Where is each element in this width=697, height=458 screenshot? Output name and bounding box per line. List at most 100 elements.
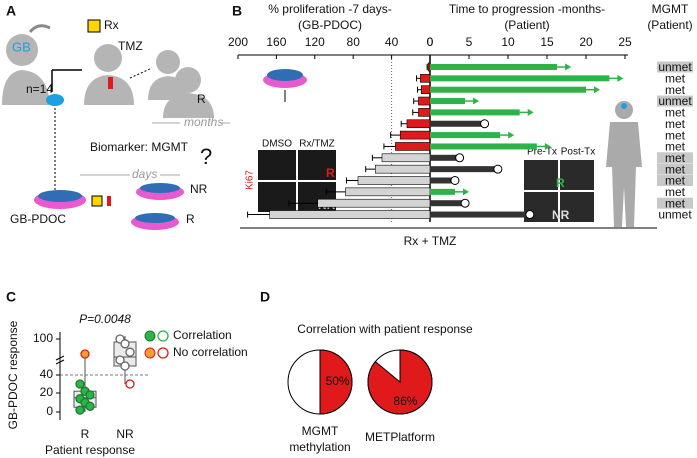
mgmt-highlight [657, 61, 693, 73]
head [6, 34, 38, 66]
y-tick-label: 20 [40, 385, 54, 399]
mgmt-highlight [657, 163, 693, 175]
micrograph [258, 182, 296, 212]
bar [317, 198, 431, 208]
x-tick-label: 0 [427, 35, 434, 49]
point [75, 379, 85, 389]
x-tick-label: 40 [385, 35, 399, 49]
organoid [38, 190, 82, 202]
tmz: TMZ [118, 39, 143, 53]
annotation: P=0.0048 [79, 312, 131, 326]
ongoing-arrow [527, 108, 534, 116]
right-title: Time to progression -months- [449, 2, 605, 16]
legend-swatch [144, 330, 156, 342]
legend-label: Correlation [173, 328, 232, 342]
progression-marker [493, 164, 503, 174]
mgmt-highlight [657, 152, 693, 164]
bar [420, 74, 431, 83]
inset-label: NR [552, 208, 570, 222]
radiation-icon [87, 19, 101, 33]
progression-marker [450, 176, 460, 185]
glove [28, 24, 51, 33]
bar [430, 143, 537, 150]
pie-title: METPlatform [365, 430, 435, 444]
bar [430, 154, 460, 161]
x-tick-label: 200 [228, 35, 248, 49]
x-label: Patient response [45, 443, 135, 457]
legend-swatch [157, 347, 169, 359]
axis-break [55, 355, 65, 361]
treatment: Rx + TMZ [404, 234, 457, 248]
ongoing-arrow [544, 142, 551, 150]
mgmt-label: unmet [658, 94, 692, 108]
head [175, 67, 201, 93]
point [115, 355, 125, 365]
mri [560, 160, 594, 190]
bar [269, 210, 431, 219]
pill [108, 77, 113, 89]
x-tick-label: 80 [347, 35, 361, 49]
y-tick-label: 100 [33, 331, 53, 345]
mri [560, 192, 594, 222]
months: months [184, 115, 223, 129]
body [84, 75, 134, 105]
ongoing-arrow [594, 86, 600, 94]
x-tick-label: R [81, 427, 90, 441]
person-body [606, 122, 642, 227]
bar [430, 120, 485, 127]
mgmt-label: unmet [658, 60, 692, 74]
left-subtitle: (GB-PDOC) [298, 18, 362, 32]
mgmt-label: met [665, 83, 686, 97]
panel-label: B [232, 3, 242, 19]
pie-slice [367, 349, 433, 415]
legend-label: No correlation [173, 345, 248, 359]
mgmt-subtitle: (Patient) [647, 18, 692, 32]
cohort: n=14 [26, 82, 53, 96]
bar [430, 98, 466, 105]
mgmt-label: met [665, 196, 686, 210]
bar [430, 200, 466, 207]
ongoing-arrow [473, 97, 480, 105]
bar [430, 177, 455, 184]
axis-break [55, 359, 65, 365]
pie-label: 50% [326, 374, 350, 388]
question: ? [200, 144, 212, 169]
organoid [140, 183, 180, 193]
pill [107, 196, 111, 206]
mgmt-highlight [657, 95, 693, 107]
inset-label: Post-Tx [561, 147, 595, 158]
head [94, 44, 122, 72]
bar [421, 85, 431, 94]
pie-title: MGMT [302, 424, 339, 438]
mgmt-label: met [665, 117, 686, 131]
panel-label: D [260, 289, 270, 305]
bar [430, 188, 455, 195]
arrow [129, 67, 153, 79]
mgmt-label: met [665, 128, 686, 142]
bar [430, 64, 558, 70]
point [75, 405, 85, 415]
inset-label: R [556, 176, 565, 190]
ongoing-arrow [617, 74, 624, 82]
person-head [615, 101, 633, 119]
bar [430, 166, 498, 173]
y-label: GB-PDOC response [6, 320, 20, 429]
progression-marker [525, 210, 535, 220]
radiation-icon [91, 195, 103, 207]
pie-slice [319, 349, 353, 415]
progression-marker [455, 153, 465, 163]
inset-label: Pre-Tx [527, 147, 557, 158]
mgmt-label: met [665, 162, 686, 176]
inset-label: DMSO [262, 139, 292, 150]
pie-title: methylation [289, 440, 350, 454]
y-tick-label: 40 [40, 367, 54, 381]
right-subtitle: (Patient) [504, 18, 549, 32]
mgmt-label: met [665, 72, 686, 86]
point [120, 339, 130, 349]
ongoing-arrow [462, 188, 469, 196]
bar [430, 211, 530, 218]
panel-d: D Correlation with patient response [260, 289, 473, 336]
ongoing-arrow [565, 63, 572, 71]
panel-label: C [6, 289, 16, 305]
